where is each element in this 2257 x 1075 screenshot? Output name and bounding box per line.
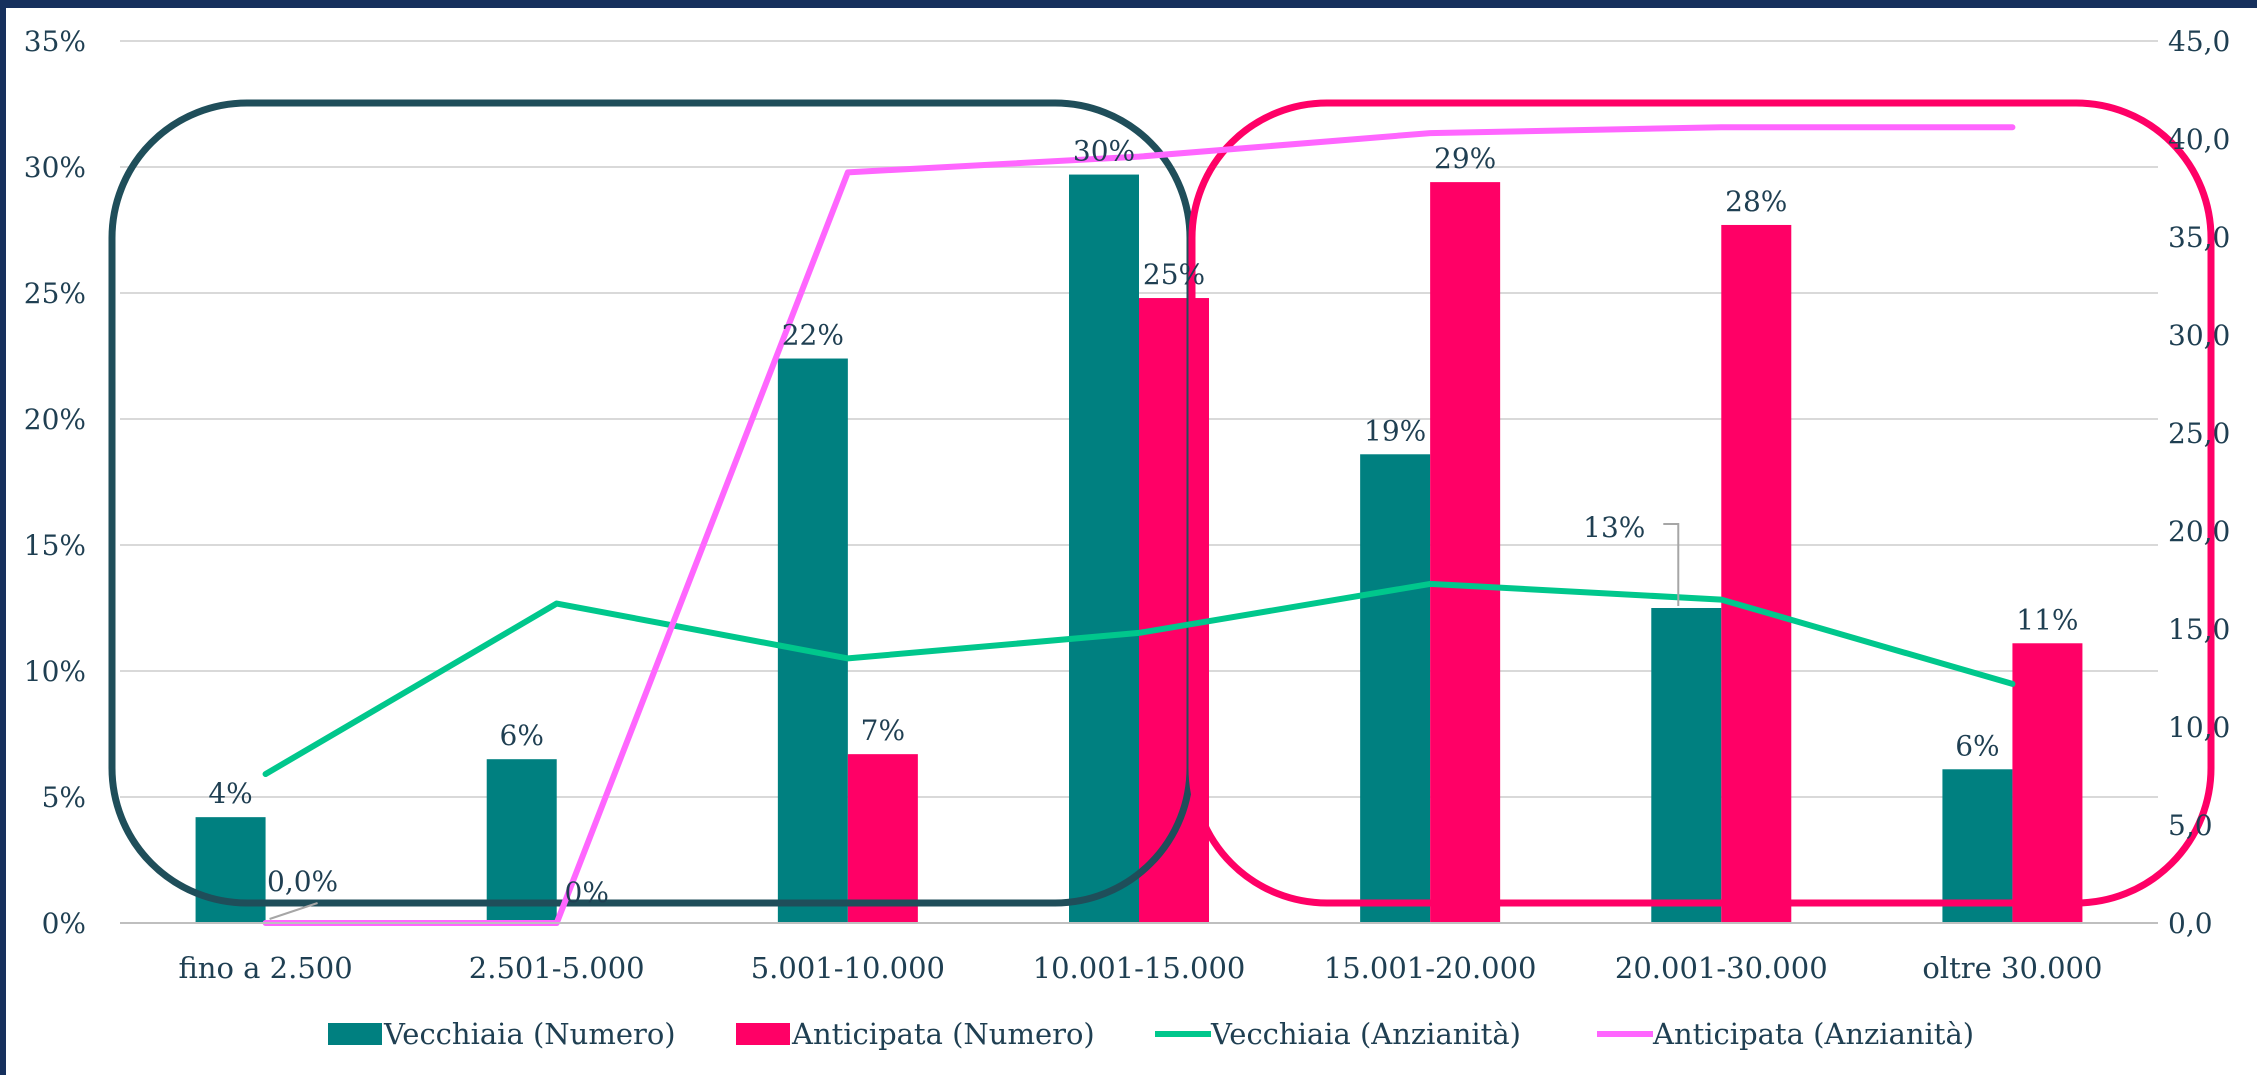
- data-label: 7%: [861, 714, 905, 747]
- bar: [1069, 174, 1139, 923]
- data-label: 0,0%: [267, 865, 338, 898]
- data-label: 11%: [2016, 603, 2078, 636]
- y-left-tick-label: 30%: [24, 151, 86, 184]
- legend-label: Anticipata (Anzianità): [1652, 1017, 1974, 1051]
- data-label: 29%: [1434, 142, 1496, 175]
- y-right-tick-label: 30,0: [2168, 319, 2230, 352]
- leader-line: [269, 902, 318, 920]
- bar: [486, 759, 557, 923]
- x-tick-label: 15.001-20.000: [1324, 951, 1537, 985]
- top-border: [0, 0, 2257, 8]
- x-tick-label: oltre 30.000: [1922, 951, 2102, 985]
- bar: [195, 817, 266, 923]
- data-label: 19%: [1364, 414, 1426, 447]
- bar: [2012, 643, 2083, 923]
- legend: Vecchiaia (Numero) Anticipata (Numero) Vec…: [328, 1017, 1974, 1051]
- data-label: 22%: [782, 319, 844, 352]
- data-label: 13%: [1583, 511, 1645, 544]
- bar: [1360, 454, 1431, 923]
- x-tick-label: 2.501-5.000: [469, 951, 645, 985]
- y-right-tick-label: 20,0: [2168, 515, 2230, 548]
- y-right-tick-label: 0,0: [2168, 907, 2213, 940]
- leader-line: [1663, 523, 1680, 606]
- y-left-tick-label: 20%: [24, 403, 86, 436]
- bars: [195, 174, 2083, 923]
- y-right-tick-label: 45,0: [2168, 25, 2230, 58]
- x-tick-label: 10.001-15.000: [1033, 951, 1246, 985]
- data-labels: 4% 6% 22% 30% 19% 13% 6% 0,0% 0% 7% 25% 29% 28% 11%: [208, 135, 2079, 920]
- data-label: 0%: [565, 876, 609, 909]
- data-label: 6%: [1955, 729, 1999, 762]
- bar: [847, 754, 918, 923]
- y-left-tick-label: 0%: [42, 907, 86, 940]
- data-label: 28%: [1725, 185, 1787, 218]
- y-right-tick-label: 40,0: [2168, 123, 2230, 156]
- bar: [1942, 769, 2013, 923]
- y-right-tick-label: 5,0: [2168, 809, 2213, 842]
- y-right-tick-label: 10,0: [2168, 711, 2230, 744]
- legend-label: Vecchiaia (Anzianità): [1210, 1017, 1521, 1051]
- bar: [777, 358, 848, 923]
- y-left-tick-label: 10%: [24, 655, 86, 688]
- data-label: 30%: [1073, 135, 1135, 168]
- bar: [1139, 298, 1209, 923]
- data-label: 6%: [500, 719, 544, 752]
- bar: [1651, 608, 1722, 923]
- x-tick-label: 5.001-10.000: [751, 951, 945, 985]
- x-tick-label: 20.001-30.000: [1615, 951, 1828, 985]
- axes: 0% 5% 10% 15% 20% 25% 30% 35% 0,0 5,0 10,0 15,0 20,0…: [24, 25, 2231, 985]
- legend-label: Vecchiaia (Numero): [383, 1017, 676, 1051]
- legend-swatch: [736, 1023, 790, 1045]
- legend-label: Anticipata (Numero): [791, 1017, 1095, 1051]
- y-left-tick-label: 15%: [24, 529, 86, 562]
- group-outlines: [108, 99, 2215, 907]
- series-line: [262, 580, 2016, 778]
- legend-swatch: [328, 1023, 382, 1045]
- left-group-outline: [108, 99, 1194, 907]
- y-left-tick-label: 5%: [42, 781, 86, 814]
- y-right-tick-label: 35,0: [2168, 221, 2230, 254]
- y-left-tick-label: 35%: [24, 25, 86, 58]
- bar: [1430, 182, 1501, 923]
- bar: [1721, 224, 1792, 923]
- y-right-tick-label: 15,0: [2168, 613, 2230, 646]
- y-left-tick-label: 25%: [24, 277, 86, 310]
- left-border: [0, 0, 6, 1075]
- data-label: 25%: [1143, 258, 1205, 291]
- right-group-outline: [1188, 99, 2215, 907]
- y-right-tick-label: 25,0: [2168, 417, 2230, 450]
- data-label: 4%: [208, 777, 252, 810]
- x-tick-label: fino a 2.500: [178, 951, 352, 985]
